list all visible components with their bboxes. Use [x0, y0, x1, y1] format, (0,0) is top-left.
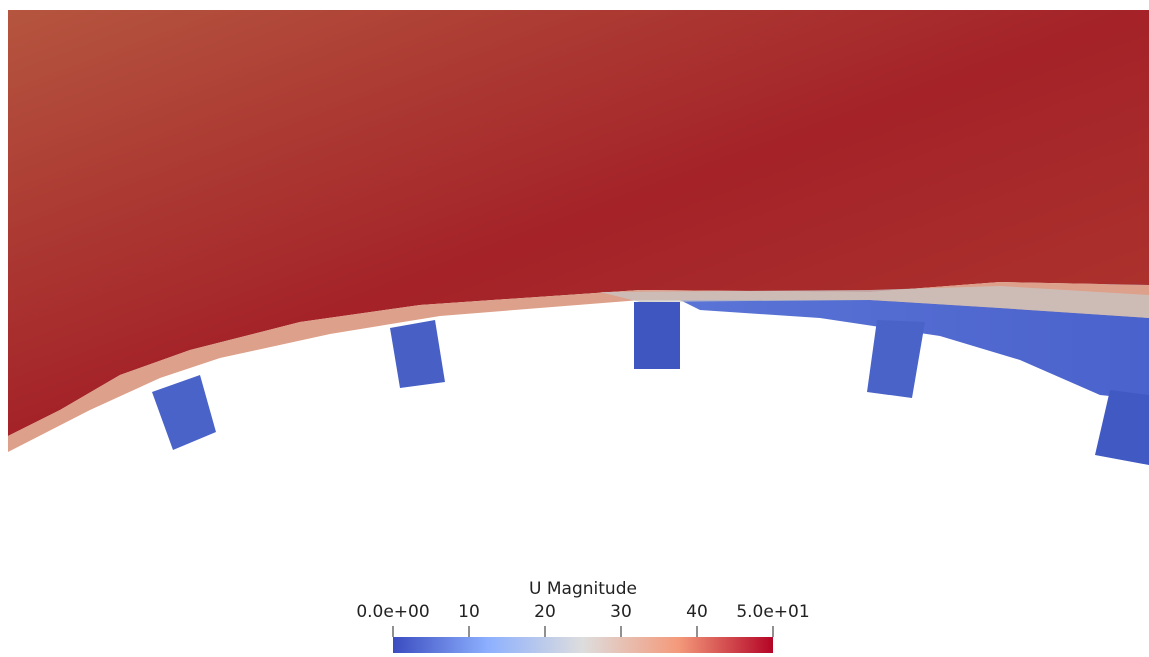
blade: [152, 375, 216, 450]
colorbar-title: U Magnitude: [529, 579, 637, 599]
flow-field: [8, 10, 1149, 465]
colorbar-tick-label: 40: [686, 602, 708, 622]
color-legend: U Magnitude 0.0e+00 10 20 30 40 5.0e+01: [356, 579, 809, 653]
blade: [1095, 390, 1149, 465]
colorbar-tick-label: 10: [458, 602, 480, 622]
blade: [390, 320, 445, 388]
colorbar-tick-label: 0.0e+00: [356, 602, 429, 622]
colorbar-tick-label: 30: [610, 602, 632, 622]
colorbar-tick-label: 5.0e+01: [736, 602, 809, 622]
red-region: [8, 10, 1149, 436]
blade: [634, 302, 680, 369]
render-view: U Magnitude 0.0e+00 10 20 30 40 5.0e+01: [0, 0, 1149, 653]
colorbar-tick-label: 20: [534, 602, 556, 622]
page: {"colorbar": {"title": "U Magnitude", "r…: [0, 0, 1149, 653]
colorbar-gradient: [393, 637, 773, 653]
blade: [867, 320, 925, 398]
